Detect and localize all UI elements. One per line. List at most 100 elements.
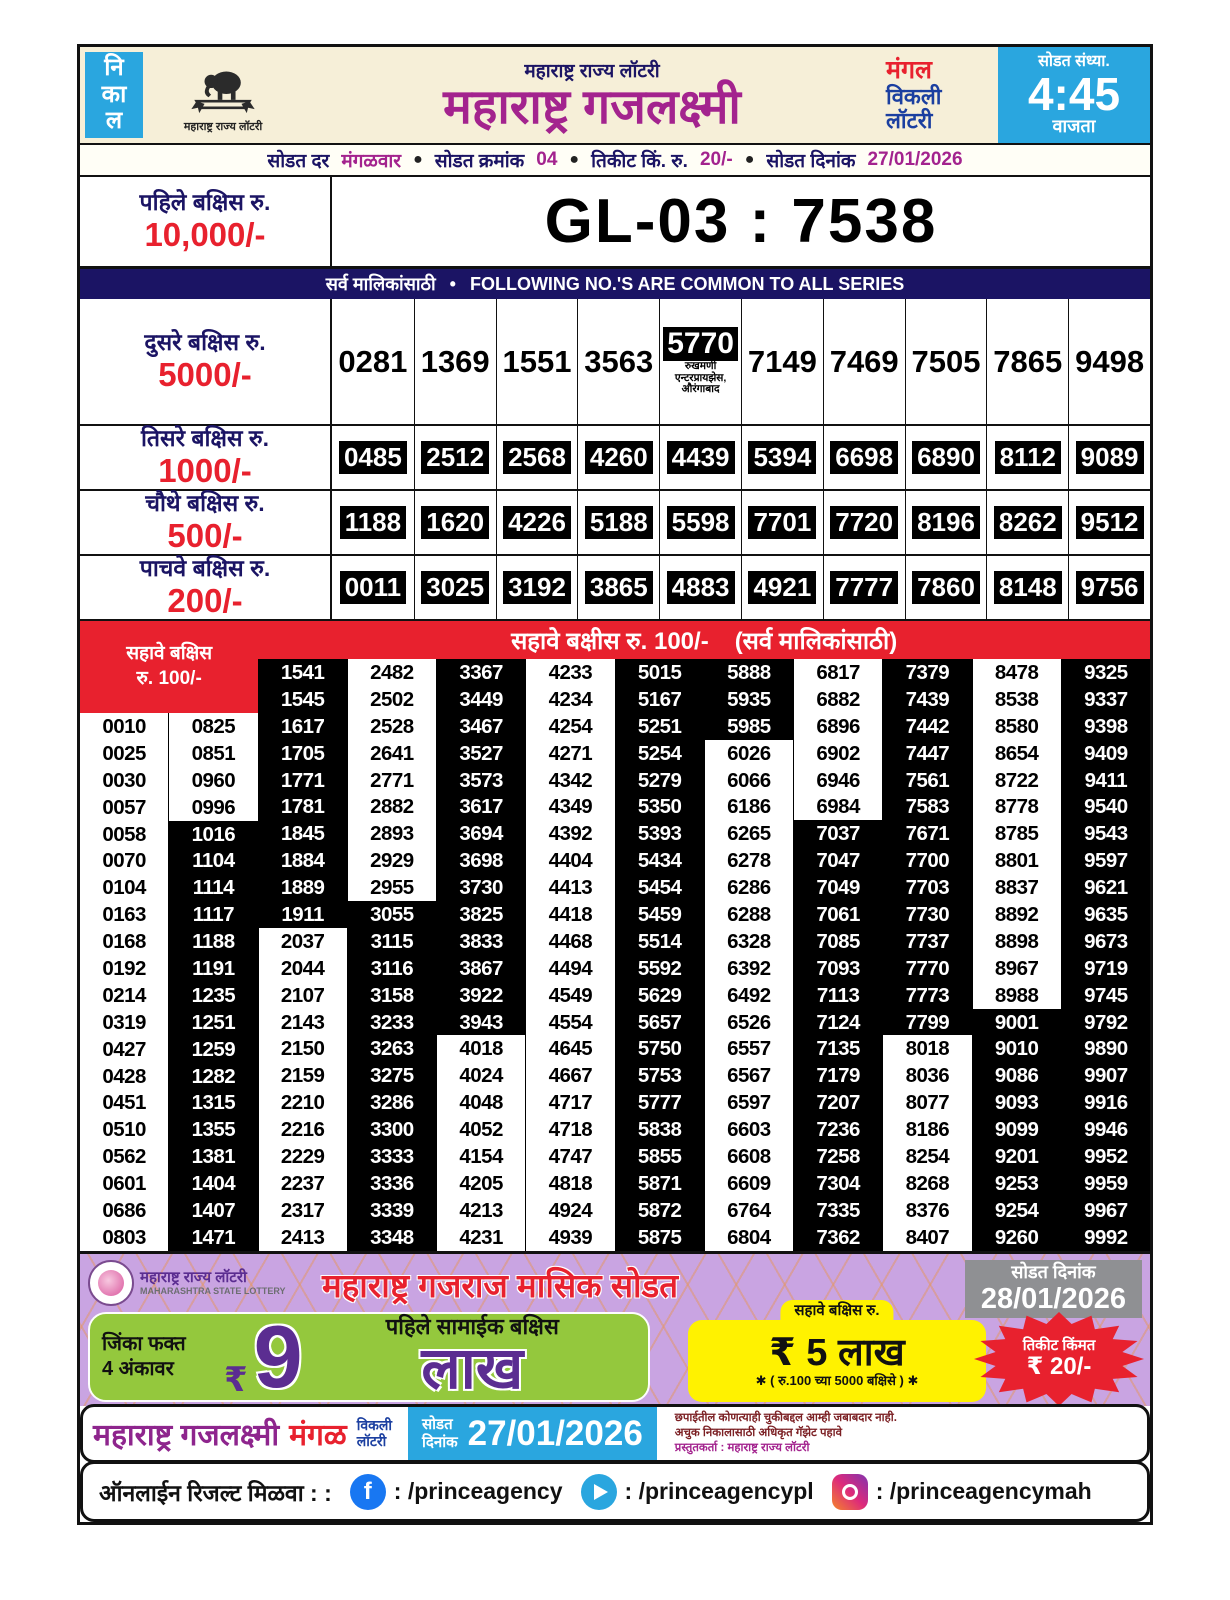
draw-time-label: सोडत संध्या.: [1038, 53, 1110, 71]
sixth-prize-number: 0825: [169, 713, 258, 740]
sixth-prize-number: 4349: [526, 793, 615, 821]
variant-block: मंगल विकली लॉटरी: [886, 47, 998, 143]
prize-number-cell: 6698: [822, 426, 905, 489]
prize-number-cell: 2568: [495, 426, 578, 489]
sixth-prize-number: 1104: [169, 847, 258, 875]
sixth-prize-number: 2044: [258, 954, 347, 982]
sixth-prize-number: 0030: [80, 766, 169, 794]
sixth-prize-number: 8988: [972, 981, 1061, 1009]
footer-date: 27/01/2026: [467, 1413, 643, 1453]
sixth-prize-number: 0996: [169, 793, 258, 821]
prize-number-cell: 7701: [741, 491, 823, 554]
sixth-prize-number: 1845: [258, 820, 347, 848]
sixth-prize-number: 3339: [347, 1196, 436, 1224]
sixth-prize-number: 4818: [526, 1169, 615, 1197]
telegram-handle: : /princeagencypl: [624, 1478, 814, 1504]
sixth-prize-number: 0010: [80, 713, 169, 740]
sixth-prize-number: 8778: [972, 793, 1061, 821]
fifth-prize-title: पाचवे बक्षिस रु.: [139, 555, 271, 582]
sixth-prize-number: 3333: [347, 1143, 436, 1170]
weekly-line-1: विकली: [886, 83, 942, 109]
sixth-prize-column: 0010 0025 0030 0057 0058 0070 0104 0163 0168 0192…: [80, 713, 169, 1251]
fourth-prize-title: चौथे बक्षिस रु.: [145, 490, 265, 517]
title-block: महाराष्ट्र राज्य लॉटरी महाराष्ट्र गजलक्ष…: [298, 47, 886, 143]
sixth-prize-number: 7179: [794, 1062, 883, 1090]
prize-number-cell: 0011: [332, 556, 414, 619]
sixth-prize-column: 9325 9337 9398 9409 9411 9540 9543 9597 9621 9635…: [1060, 659, 1150, 1251]
sixth-prize-number: 7561: [883, 766, 972, 794]
sixth-prize-number: 9635: [1061, 901, 1150, 928]
prize-number-cell: 3563: [577, 299, 659, 424]
info-label: सोडत दर: [267, 151, 330, 172]
telegram-icon: [580, 1473, 617, 1510]
sixth-prize-number: 8407: [883, 1223, 972, 1251]
win-condition-line1: जिंका फक्त: [102, 1333, 186, 1355]
elephant-logo-icon: [191, 71, 255, 113]
sixth-prize-number: 9992: [1061, 1223, 1150, 1251]
banner-date-label: सोडत दिनांक: [1011, 1262, 1096, 1282]
sixth-prize-number: 7379: [883, 659, 972, 686]
sixth-prize-number: 6557: [704, 1035, 793, 1063]
prize-number-cell: 1620: [413, 491, 496, 554]
sixth-prize-number: 2482: [347, 659, 436, 686]
fourth-prize-row: चौथे बक्षिस रु. 500/- 1188 1620 4226 5188 55…: [80, 490, 1150, 556]
prize-number-cell: 4883: [659, 556, 741, 619]
sixth-prize-number: 6882: [794, 685, 883, 713]
sixth-prize-number: 7671: [883, 820, 972, 848]
sixth-prize-number: 7439: [883, 685, 972, 713]
sixth-prize-number: 3467: [437, 712, 526, 740]
second-prize-label: दुसरे बक्षिस रु. 5000/-: [80, 299, 332, 424]
fourth-prize-label: चौथे बक्षिस रु. 500/-: [80, 490, 332, 554]
sixth-prize-number: 9959: [1061, 1169, 1150, 1197]
sixth-prize-number: 9398: [1061, 712, 1150, 740]
sixth-prize-number: 8376: [883, 1196, 972, 1224]
sixth-prize-number: 7442: [883, 712, 972, 740]
prize-number-cell: 3025: [413, 556, 496, 619]
sixth-prize-number: 4468: [526, 927, 615, 955]
sixth-prize-number: 2502: [347, 685, 436, 713]
prize-number-cell: 3192: [495, 556, 578, 619]
sixth-prize-number: 5888: [704, 659, 793, 686]
sixth-prize-number: 6278: [704, 847, 793, 875]
sixth-prize-number: 0562: [80, 1143, 169, 1171]
social-facebook: f : /princeagency: [349, 1473, 563, 1510]
sixth-prize-number: 6186: [704, 793, 793, 821]
sixth-prize-number: 9719: [1061, 954, 1150, 982]
weekly-line-2: लॉटरी: [886, 107, 933, 133]
sixth-prize-number: 9792: [1061, 1008, 1150, 1036]
sixth-prize-number: 7093: [794, 954, 883, 982]
sixth-prize-number: 2882: [347, 793, 436, 821]
sixth-prize-number: 0601: [80, 1170, 169, 1198]
third-prize-title: तिसरे बक्षिस रु.: [140, 425, 270, 452]
sixth-prize-number: 6392: [704, 954, 793, 982]
sixth-prize-number: 1705: [258, 739, 347, 767]
sixth-prize-number: 3825: [437, 901, 526, 928]
sixth-prize-number: 5871: [615, 1169, 704, 1197]
sixth-prize-number: 9916: [1061, 1089, 1150, 1117]
sixth-prize-number: 2143: [258, 1008, 347, 1036]
info-label: सोडत क्रमांक: [434, 151, 525, 172]
sixth-prize-number: 9540: [1061, 793, 1150, 821]
sixth-prize-number: 5393: [615, 820, 704, 848]
footer-weekly: विकली लॉटरी: [357, 1417, 392, 1449]
sixth-prize-number: 6288: [704, 901, 793, 928]
prize-number-cell: 2512: [413, 426, 496, 489]
prize-number-cell: 7149: [741, 299, 823, 424]
sixth-prize-number: 4271: [526, 739, 615, 767]
sixth-prize-column: 8478 8538 8580 8654 8722 8778 8785 8801 8837 8892…: [971, 659, 1061, 1251]
sixth-prize-number: 0163: [80, 901, 169, 929]
prize-number-cell: 7777: [822, 556, 905, 619]
sixth-prize-corner-line1: सहावे बक्षिस: [126, 643, 213, 665]
sixth-prize-number: 3730: [437, 874, 526, 902]
first-prize-number: GL-03 : 7538: [544, 187, 938, 256]
banner-date-box: सोडत दिनांक 28/01/2026: [964, 1260, 1142, 1319]
footer-date-label-line1: सोडत: [422, 1416, 453, 1434]
second-prize-title: दुसरे बक्षिस रु.: [144, 329, 266, 356]
sixth-prize-number: 3867: [437, 954, 526, 982]
prize-number-cell: 8148: [986, 556, 1068, 619]
separator-dot-icon: ●: [413, 151, 423, 168]
banner-big-word: लाख: [421, 1336, 524, 1401]
sixth-prize-number: 0168: [80, 928, 169, 956]
sixth-prize-number: 1781: [258, 793, 347, 821]
sixth-prize-number: 0319: [80, 1008, 169, 1036]
